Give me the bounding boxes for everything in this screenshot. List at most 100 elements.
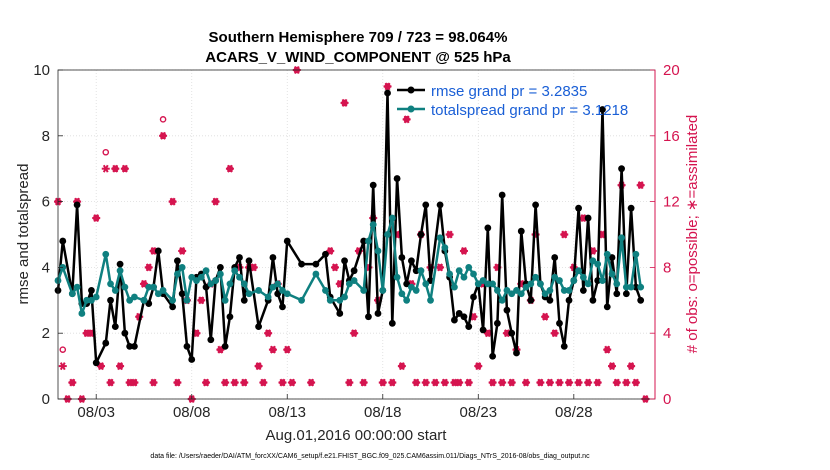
legend: rmse grand pr = 3.2835 totalspread grand… <box>397 83 628 119</box>
spread-point <box>627 283 635 291</box>
obs-assimilated-stroke <box>379 378 386 387</box>
obs-assimilated-stroke <box>59 362 66 371</box>
rmse-point <box>116 260 124 268</box>
spread-point <box>374 247 382 255</box>
obs-assimilated-stroke <box>637 181 644 190</box>
spread-point <box>360 287 368 294</box>
obs-assimilated-marker <box>259 378 268 387</box>
obs-assimilated-marker <box>197 296 206 305</box>
obs-assimilated-stroke <box>580 214 587 223</box>
obs-assimilated-stroke <box>107 378 114 387</box>
obs-assimilated-marker <box>340 98 349 107</box>
spread-point <box>336 296 344 304</box>
obs-assimilated-marker <box>536 378 545 387</box>
rmse-point <box>126 342 134 350</box>
spread-point <box>589 257 597 265</box>
obs-possible-marker <box>59 346 67 353</box>
obs-assimilated-stroke <box>150 378 157 387</box>
plot-area <box>58 70 655 399</box>
obs-assimilated-marker <box>636 181 645 190</box>
rmse-point <box>408 257 415 265</box>
rmse-point <box>202 283 210 291</box>
spread-point <box>312 270 320 278</box>
obs-assimilated-stroke <box>255 362 262 371</box>
obs-assimilated-marker <box>608 362 617 371</box>
obs-assimilated-stroke <box>141 279 147 288</box>
obs-assimilated-marker <box>421 378 430 387</box>
rmse-point <box>298 260 305 268</box>
spread-point <box>274 280 282 288</box>
spread-point <box>484 280 492 288</box>
spread-point <box>422 280 430 288</box>
rmse-point <box>384 89 391 97</box>
obs-assimilated-marker <box>455 378 464 387</box>
spread-point <box>479 277 487 284</box>
obs-assimilated-stroke <box>169 197 176 206</box>
spread-point <box>493 287 501 294</box>
obs-assimilated-marker <box>225 164 234 173</box>
obs-assimilated-marker <box>326 246 335 255</box>
obs-assimilated-stroke <box>461 246 467 255</box>
obs-assimilated-marker <box>522 378 531 387</box>
obs-assimilated-marker <box>345 378 354 387</box>
x-tick-label: 08/28 <box>555 404 593 421</box>
obs-assimilated-marker <box>560 230 569 239</box>
spread-point <box>489 280 497 288</box>
spread-point <box>508 290 516 298</box>
obs-assimilated-stroke <box>556 378 563 387</box>
obs-assimilated-marker <box>603 345 612 354</box>
spread-point <box>345 280 353 288</box>
obs-assimilated-marker <box>221 378 230 387</box>
rmse-point <box>599 106 606 113</box>
spread-point <box>365 237 372 245</box>
spread-point <box>575 267 582 275</box>
obs-assimilated-stroke <box>131 378 138 387</box>
spread-point <box>384 231 391 238</box>
obs-assimilated-stroke <box>284 345 291 354</box>
rmse-point <box>255 323 262 331</box>
rmse-point <box>145 300 153 307</box>
obs-assimilated-stroke <box>484 329 491 338</box>
obs-assimilated-marker <box>464 378 473 387</box>
obs-assimilated-stroke <box>566 378 572 387</box>
spread-point <box>183 296 191 304</box>
spread-point <box>622 283 630 291</box>
obs-assimilated-marker <box>149 378 158 387</box>
rmse-point <box>240 296 248 304</box>
rmse-point <box>608 254 616 261</box>
rmse-point <box>422 201 430 209</box>
spread-point <box>522 283 530 291</box>
y-right-tick-label: 4 <box>663 325 671 342</box>
obs-assimilated-stroke <box>537 378 544 387</box>
rmse-point <box>279 303 286 311</box>
spread-point <box>556 277 563 284</box>
rmse-point <box>188 356 196 363</box>
spread-point <box>513 287 520 294</box>
spread-point <box>565 287 573 294</box>
rmse-point <box>73 201 81 209</box>
rmse-point <box>226 313 234 321</box>
spread-point <box>269 283 277 291</box>
spread-point <box>116 267 124 275</box>
obs-assimilated-marker <box>268 345 277 354</box>
spread-point <box>240 280 248 288</box>
spread-point <box>231 267 239 275</box>
obs-assimilated-marker <box>555 378 564 387</box>
obs-assimilated-stroke <box>174 378 181 387</box>
obs-assimilated-marker <box>488 378 497 387</box>
rmse-point <box>551 254 559 261</box>
spread-point <box>154 290 162 298</box>
obs-assimilated-marker <box>307 378 316 387</box>
obs-assimilated-stroke <box>456 378 463 387</box>
spread-point <box>632 250 640 258</box>
rmse-point <box>169 303 177 311</box>
obs-assimilated-stroke <box>117 362 123 371</box>
rmse-point <box>312 260 320 268</box>
obs-assimilated-marker <box>254 362 263 371</box>
obs-assimilated-stroke <box>422 378 429 387</box>
obs-assimilated-stroke <box>575 378 582 387</box>
rmse-point <box>341 257 348 265</box>
obs-assimilated-stroke <box>308 378 314 387</box>
obs-assimilated-marker <box>593 378 602 387</box>
obs-assimilated-marker <box>545 378 554 387</box>
